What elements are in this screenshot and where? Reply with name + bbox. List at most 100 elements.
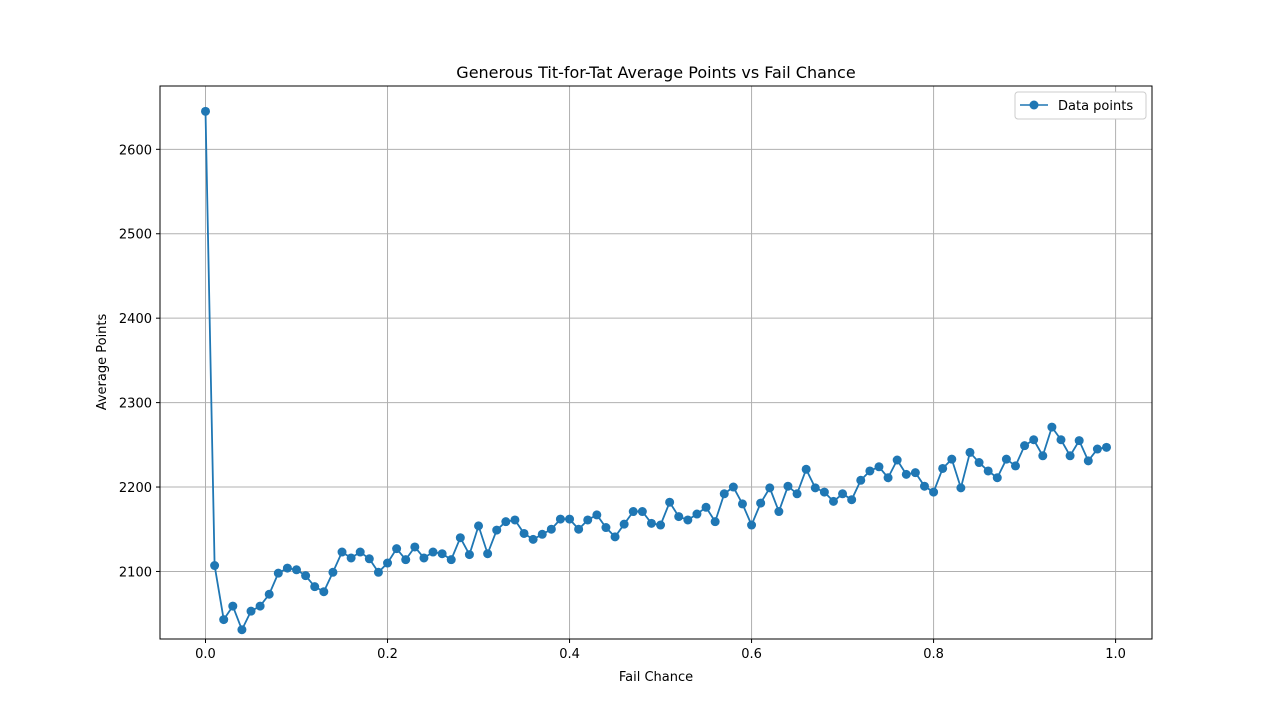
plot-frame	[159, 85, 1153, 640]
data-point	[856, 475, 866, 485]
data-point	[1038, 451, 1048, 461]
data-point	[419, 553, 429, 563]
y-axis-label: Average Points	[95, 313, 110, 410]
data-point	[838, 489, 848, 499]
data-point	[619, 519, 629, 529]
data-point	[383, 558, 393, 568]
legend: Data points	[1014, 91, 1147, 120]
data-point	[747, 520, 757, 530]
data-point	[355, 547, 365, 557]
data-point	[637, 507, 647, 517]
data-point	[483, 549, 493, 559]
data-point	[401, 555, 411, 565]
data-point	[674, 512, 684, 522]
data-point	[737, 499, 747, 509]
data-point	[783, 481, 793, 491]
data-point	[301, 571, 311, 581]
data-point	[373, 567, 383, 577]
data-point	[410, 542, 420, 552]
data-point	[310, 582, 320, 592]
data-point	[1056, 435, 1066, 445]
y-tick-label: 2300	[119, 397, 152, 412]
data-point	[319, 587, 329, 597]
data-point	[1074, 436, 1084, 446]
legend-box	[1014, 91, 1147, 120]
data-point	[792, 489, 802, 499]
y-tick-label: 2500	[119, 228, 152, 243]
data-point	[583, 515, 593, 525]
data-point	[819, 487, 829, 497]
data-point	[983, 466, 993, 476]
data-point	[428, 547, 438, 557]
data-point	[1020, 441, 1030, 451]
data-point	[228, 601, 238, 611]
data-point	[292, 565, 302, 575]
data-point	[501, 517, 511, 527]
x-axis-label: Fail Chance	[619, 670, 693, 685]
data-point	[756, 498, 766, 508]
data-point	[282, 563, 292, 573]
data-point	[1083, 456, 1093, 466]
data-point	[610, 532, 620, 542]
data-point	[1092, 444, 1102, 454]
series-layer	[201, 106, 1111, 635]
data-point	[219, 615, 229, 625]
data-point	[665, 497, 675, 507]
data-point	[938, 463, 948, 473]
data-point	[346, 553, 356, 563]
data-point	[528, 534, 538, 544]
data-point	[555, 514, 565, 524]
data-point	[901, 469, 911, 479]
x-tick-label: 0.8	[923, 647, 944, 662]
x-tick-label: 0.4	[559, 647, 580, 662]
data-point	[1065, 451, 1075, 461]
x-tick-label: 0.2	[377, 647, 398, 662]
data-point	[537, 529, 547, 539]
data-point	[246, 606, 256, 616]
data-point	[883, 473, 893, 483]
data-point	[519, 528, 529, 538]
data-point	[965, 447, 975, 457]
data-point	[464, 550, 474, 560]
x-axis-ticks: 0.0 0.2 0.4 0.6 0.8 1.0	[195, 639, 1126, 662]
x-tick-label: 1.0	[1105, 647, 1126, 662]
data-point	[574, 524, 584, 534]
data-point	[974, 458, 984, 468]
data-point	[492, 525, 502, 535]
data-point	[1102, 442, 1111, 452]
data-point	[337, 547, 347, 557]
data-point	[474, 521, 484, 531]
data-point	[656, 520, 666, 530]
data-point	[865, 466, 875, 476]
data-point	[264, 589, 274, 599]
data-point	[828, 496, 838, 506]
data-point	[646, 518, 656, 528]
data-point	[947, 454, 957, 464]
data-point	[546, 524, 556, 534]
data-point	[455, 533, 465, 543]
data-point	[692, 509, 702, 519]
y-tick-label: 2200	[119, 481, 152, 496]
data-point	[201, 106, 210, 116]
data-point	[510, 515, 520, 525]
data-point	[892, 455, 902, 465]
data-point	[255, 601, 265, 611]
data-point	[364, 554, 374, 564]
y-axis-ticks: 2100 2200 2300 2400 2500 2600	[119, 143, 160, 580]
data-point	[446, 555, 456, 565]
data-point	[728, 482, 738, 492]
data-point	[847, 495, 857, 505]
data-point	[956, 483, 966, 493]
data-point	[237, 625, 247, 635]
data-point	[628, 507, 638, 517]
data-point	[765, 483, 775, 493]
data-point	[719, 489, 729, 499]
data-point	[992, 473, 1002, 483]
grid-lines	[160, 86, 1152, 639]
y-tick-label: 2100	[119, 565, 152, 580]
legend-marker	[1029, 100, 1039, 110]
data-point	[774, 507, 784, 517]
data-point	[1029, 435, 1039, 445]
data-point	[919, 481, 929, 491]
